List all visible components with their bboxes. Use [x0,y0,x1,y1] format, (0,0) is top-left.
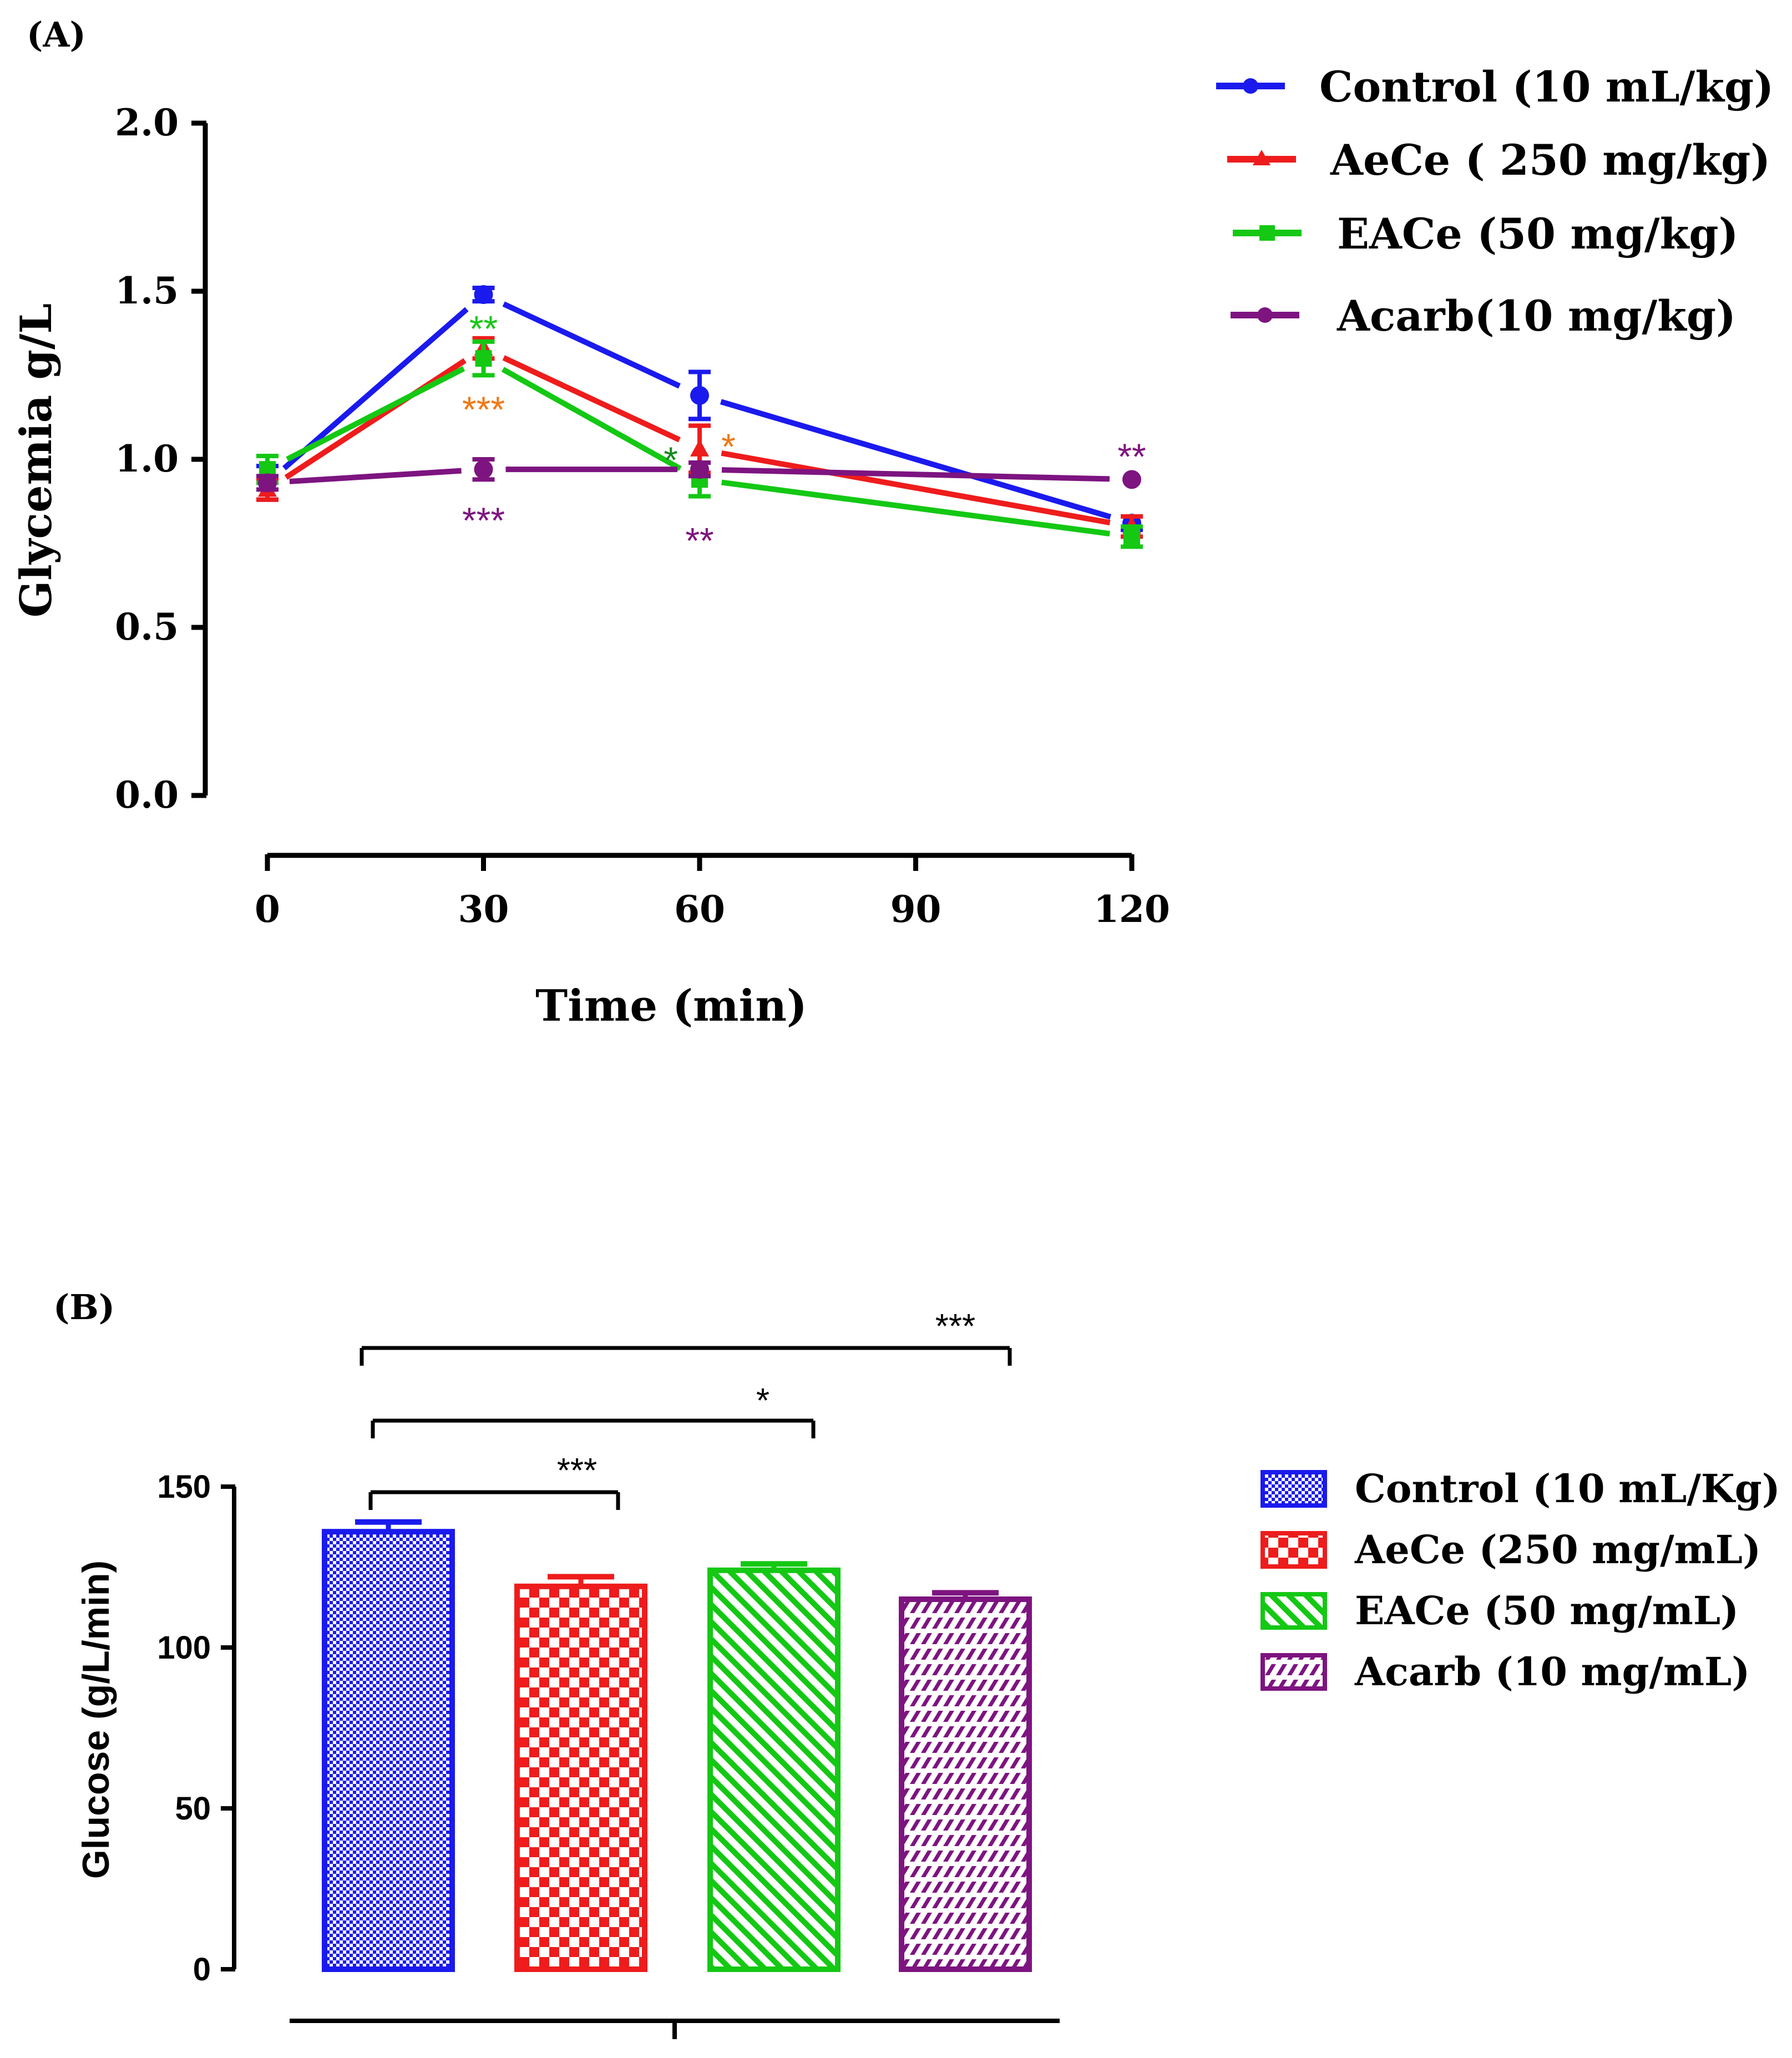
series-line [502,355,681,443]
panel-a-x-ticks: 0 30 60 90 120 [255,854,1170,931]
legend-b-swatch [1261,1592,1327,1630]
panel-a-x-axis-title: Time (min) [535,981,807,1031]
legend-a-marker-square [1259,225,1275,241]
series-line [721,467,1110,482]
legend-b-item-acarb: Acarb (10 mg/mL) [1261,1649,1750,1695]
data-point [690,439,709,457]
legend-b-swatch [1261,1470,1327,1508]
series-line [286,366,465,462]
legend-a-marker-circle [1257,307,1273,323]
legend-a-label: AeCe ( 250 mg/kg) [1330,135,1770,185]
series-line [721,479,1111,537]
significance-label: * [664,439,678,480]
series-line [284,358,467,480]
significance-label: * [721,426,736,467]
series-3 [256,457,1141,493]
x-tick-label: 90 [890,888,941,931]
x-tick-label: 30 [458,888,509,931]
legend-b-label: AeCe (250 mg/mL) [1354,1527,1761,1573]
panel-b-x-axis [290,2019,1060,2039]
x-tick-label: 120 [1094,888,1170,931]
series-line [501,367,682,472]
legend-a-label: EACe (50 mg/kg) [1337,209,1738,258]
y-tick-label: 50 [175,1791,211,1827]
bar-3 [899,1596,1032,1972]
y-tick-label: 1.5 [115,269,179,312]
series-line [502,301,681,389]
significance-label: *** [462,389,505,430]
panel-a-y-axis-title: Glycemia g/L [11,303,62,617]
y-tick-label: 2.0 [115,101,179,144]
panel-a-label: (A) [27,14,86,55]
data-point [474,285,493,305]
data-point [258,473,277,493]
data-point [1123,528,1140,545]
data-point [1122,470,1141,489]
significance-label: ** [685,520,713,561]
y-tick-label: 0 [193,1951,211,1988]
legend-b-item-control: Control (10 mL/Kg) [1261,1466,1780,1512]
legend-a-marker-triangle [1253,150,1270,165]
panel-a: (A) 0.0 0.5 1.0 1.5 2.0 0 30 60 90 120 Time (min… [11,14,1774,1031]
bar-0 [322,1529,455,1972]
legend-b-swatch [1261,1653,1327,1691]
panel-b-label: (B) [53,1287,115,1327]
panel-b-y-axis-title: Glucose (g/L/min) [75,1560,117,1879]
legend-a-label: Control (10 mL/kg) [1319,62,1774,111]
panel-a-y-ticks: 0.0 0.5 1.0 1.5 2.0 [115,101,206,817]
panel-b-legend: Control (10 mL/Kg) AeCe (250 mg/mL) EACe… [1261,1466,1780,1695]
panel-b-significance: ******* [360,1307,1012,1510]
panel-b-y-ticks: 0 50 100 150 [157,1469,235,1988]
series-2 [256,339,1143,549]
legend-b-swatch [1261,1531,1327,1569]
series-line [289,468,462,484]
y-tick-label: 1.0 [115,437,179,480]
legend-a-label: Acarb(10 mg/kg) [1337,291,1736,341]
legend-b-label: Acarb (10 mg/mL) [1354,1649,1750,1695]
significance-label: ** [1117,436,1146,477]
legend-a-marker-circle [1243,78,1258,94]
series-0 [256,285,1143,533]
series-line [720,399,1112,520]
legend-a-item-control: Control (10 mL/kg) [1216,62,1774,111]
series-1 [256,336,1143,539]
significance-label: *** [557,1452,597,1490]
legend-b-item-aece: AeCe (250 mg/mL) [1261,1527,1761,1573]
data-point [474,460,493,479]
panel-a-series [256,285,1143,549]
data-point [690,386,709,405]
series-line [721,450,1111,526]
x-tick-label: 60 [674,888,725,931]
y-tick-label: 150 [157,1469,211,1505]
x-tick-label: 0 [255,888,280,931]
y-tick-label: 0.0 [115,773,179,817]
y-tick-label: 100 [157,1630,211,1666]
legend-b-label: Control (10 mL/Kg) [1355,1466,1780,1512]
significance-label: *** [462,500,505,541]
significance-label: ** [469,308,498,349]
series-line [282,307,469,470]
panel-a-legend: Control (10 mL/kg) AeCe ( 250 mg/kg) EAC… [1216,62,1774,341]
bar-2 [707,1567,841,1973]
data-point [690,460,709,479]
significance-label: *** [935,1307,975,1346]
legend-b-item-eace: EACe (50 mg/mL) [1261,1588,1739,1634]
bar-1 [514,1583,647,1973]
panel-b-bars [322,1519,1032,1973]
panel-a-annotations: ********* ***** [462,308,1146,561]
y-tick-label: 0.5 [115,605,179,648]
legend-b-label: EACe (50 mg/mL) [1355,1588,1739,1634]
legend-a-item-acarb: Acarb(10 mg/kg) [1231,291,1736,341]
data-point [475,350,492,367]
legend-a-item-eace: EACe (50 mg/kg) [1233,209,1738,258]
legend-a-item-aece: AeCe ( 250 mg/kg) [1227,135,1770,185]
significance-label: * [756,1382,770,1420]
